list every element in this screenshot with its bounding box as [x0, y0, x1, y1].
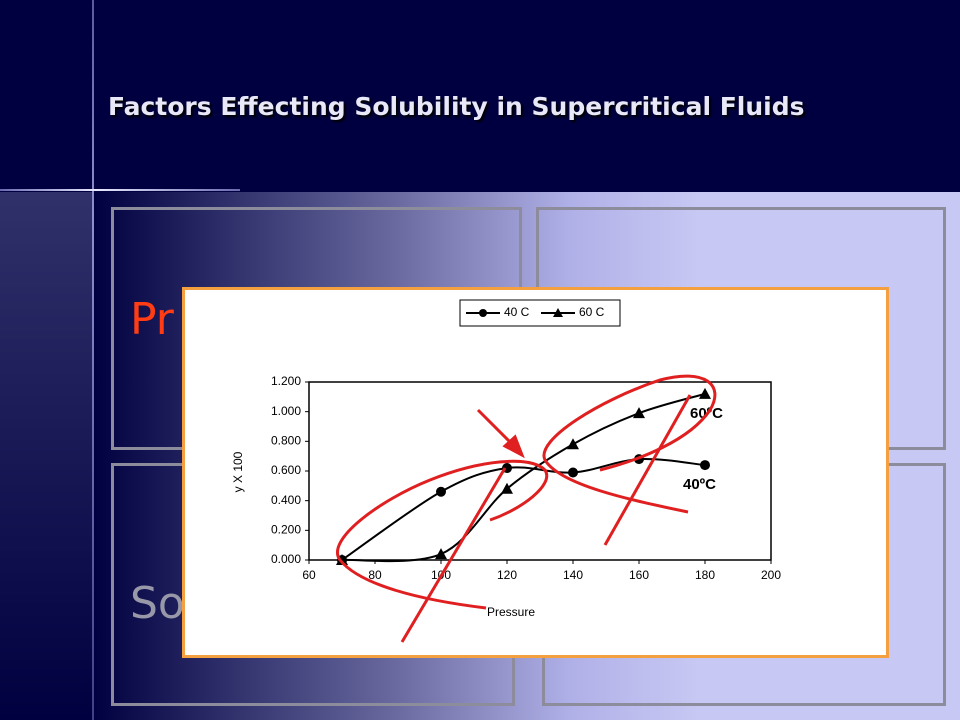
x-tick-label: 160	[629, 568, 649, 582]
x-tick-label: 140	[563, 568, 583, 582]
side-strip	[0, 192, 93, 720]
marker	[436, 486, 446, 497]
y-tick-label: 0.400	[271, 493, 301, 507]
chart-frame: Pressure y X 100 60ºC 40ºC 0.000 0.200 0.4…	[182, 287, 889, 658]
legend-label: 60 C	[579, 305, 605, 319]
marker	[568, 467, 578, 478]
legend-marker	[479, 309, 487, 317]
chart: Pressure y X 100 60ºC 40ºC 0.000 0.200 0.4…	[231, 299, 781, 619]
marker	[502, 463, 512, 474]
divider	[92, 0, 94, 720]
y-tick-label: 0.600	[271, 463, 301, 477]
marker	[634, 454, 644, 465]
legend-label: 40 C	[504, 305, 530, 319]
marker	[435, 548, 447, 560]
marker	[699, 387, 711, 399]
y-tick-label: 1.000	[271, 404, 301, 418]
x-tick-label: 100	[431, 568, 451, 582]
slide-title: Factors Effecting Solubility in Supercri…	[108, 92, 805, 121]
x-tick-label: 60	[302, 568, 316, 582]
y-tick-label: 1.200	[271, 374, 301, 388]
x-tick-label: 120	[497, 568, 517, 582]
y-axis-label: y X 100	[231, 451, 245, 492]
x-axis-label: Pressure	[487, 605, 535, 619]
marker	[700, 460, 710, 471]
x-tick-label: 80	[368, 568, 382, 582]
x-tick-label: 200	[761, 568, 781, 582]
header	[0, 0, 960, 192]
y-tick-label: 0.800	[271, 434, 301, 448]
legend-marker	[553, 308, 563, 317]
annotation: 60ºC	[690, 405, 723, 422]
x-tick-label: 180	[695, 568, 715, 582]
y-tick-label: 0.200	[271, 523, 301, 537]
y-tick-label: 0.000	[271, 552, 301, 566]
series-line	[341, 457, 706, 561]
annotation: 40ºC	[683, 476, 716, 493]
legend-box	[459, 299, 621, 327]
divider	[0, 189, 240, 191]
marker	[567, 438, 579, 450]
panel-text: Pr	[130, 294, 174, 345]
series-line	[341, 392, 706, 563]
